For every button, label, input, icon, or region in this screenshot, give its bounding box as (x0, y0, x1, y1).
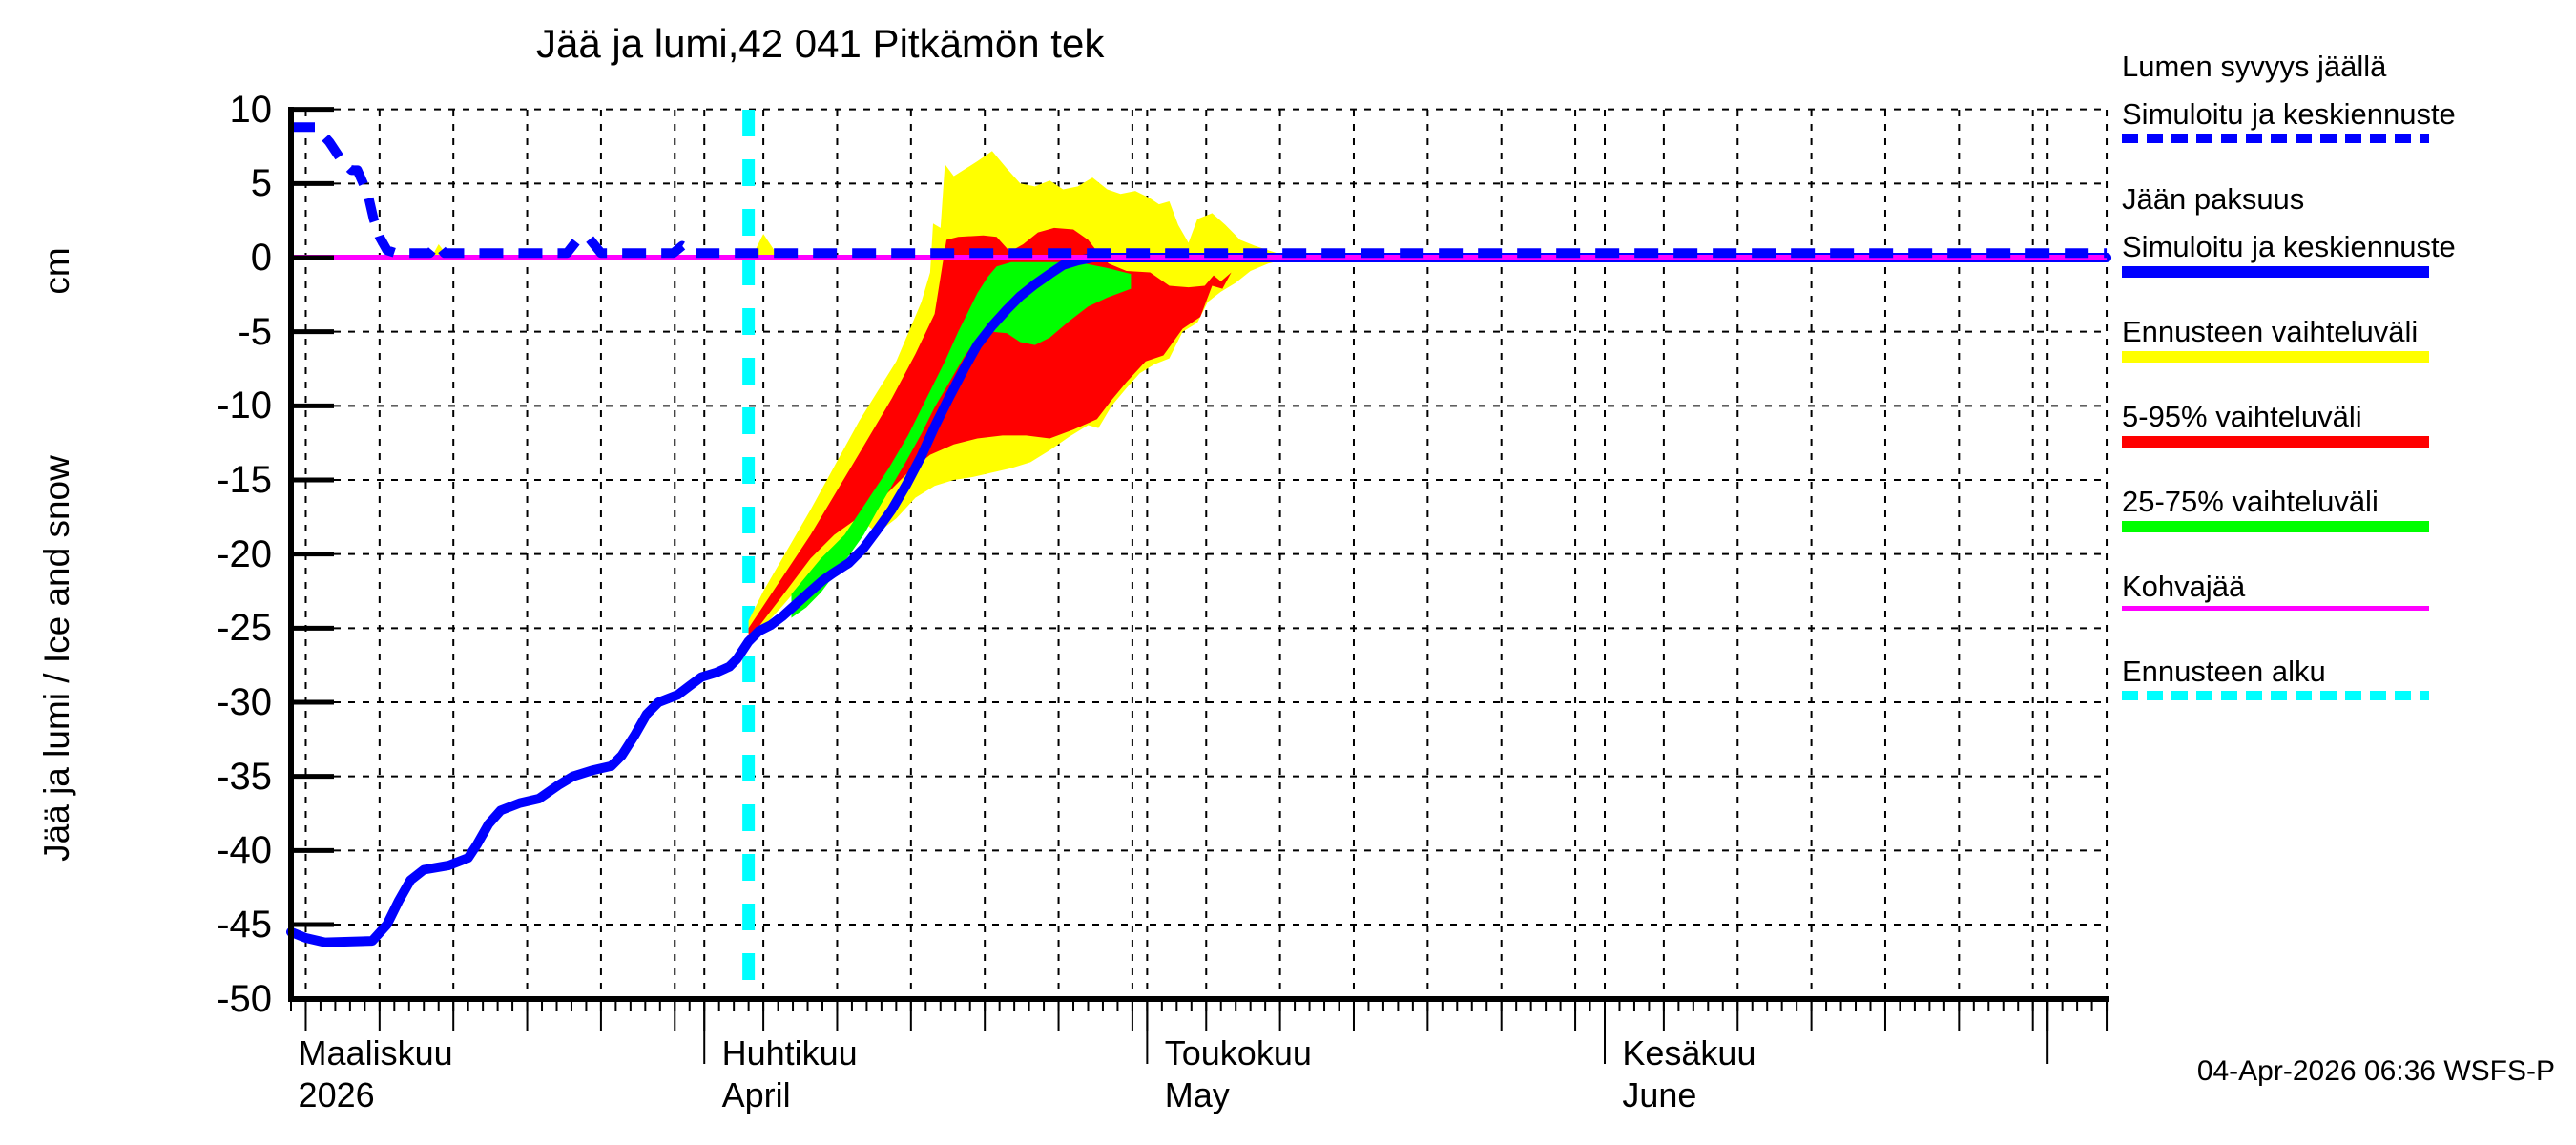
y-axis-label: Jää ja lumi / Ice and snow (37, 455, 76, 862)
y-tick-label: 0 (250, 237, 272, 279)
legend-label: Lumen syvyys jäällä (2122, 50, 2387, 83)
legend-swatch (2122, 266, 2429, 278)
y-tick-label: -30 (217, 680, 272, 723)
x-month-label: Huhtikuu April (722, 1032, 858, 1116)
month-name-en: 2026 (298, 1075, 375, 1114)
y-tick-label: -45 (217, 903, 272, 946)
legend-label: 5-95% vaihteluväli (2122, 400, 2362, 433)
timestamp-label: 04-Apr-2026 06:36 WSFS-P (2196, 1055, 2555, 1087)
legend-label: Ennusteen alku (2122, 655, 2326, 688)
legend-swatch (2122, 606, 2429, 611)
legend-swatch (2122, 351, 2429, 363)
y-tick-label: -40 (217, 829, 272, 872)
band-forecast-range-patch (751, 234, 792, 258)
y-tick-label: -50 (217, 977, 272, 1020)
month-name-fi: Huhtikuu (721, 1033, 858, 1072)
legend-swatch (2122, 691, 2429, 700)
y-tick-label: -10 (217, 385, 272, 427)
month-name-fi: Toukokuu (1164, 1033, 1312, 1072)
legend-label: 25-75% vaihteluväli (2122, 485, 2379, 518)
month-name-en: April (721, 1075, 791, 1114)
month-name-fi: Maaliskuu (298, 1033, 453, 1072)
legend-label: Jään paksuus (2122, 182, 2305, 216)
y-tick-label: -25 (217, 607, 272, 650)
band-range_5_95 (748, 227, 1232, 640)
month-name-en: May (1164, 1075, 1230, 1114)
legend-swatch (2122, 521, 2429, 532)
y-tick-label: 10 (229, 88, 273, 131)
y-tick-label: -15 (217, 458, 272, 501)
y-tick-label: -35 (217, 755, 272, 798)
y-axis-unit: cm (37, 247, 76, 294)
month-name-fi: Kesäkuu (1622, 1033, 1756, 1072)
x-month-label: Maaliskuu 2026 (299, 1032, 453, 1116)
month-name-en: June (1622, 1075, 1697, 1114)
ice-thickness-line (286, 253, 2112, 947)
page-title: Jää ja lumi,42 041 Pitkämön tek (536, 21, 1105, 66)
legend-label: Simuloitu ja keskiennuste (2122, 97, 2456, 131)
y-tick-label: -5 (238, 310, 272, 353)
snow-depth-line (291, 122, 2108, 259)
x-month-label: Kesäkuu June (1622, 1032, 1755, 1116)
legend-swatch (2122, 134, 2429, 143)
legend-label: Simuloitu ja keskiennuste (2122, 230, 2456, 263)
legend-label: Kohvajää (2122, 570, 2246, 603)
x-month-label: Toukokuu May (1165, 1032, 1312, 1116)
y-tick-label: 5 (250, 162, 272, 205)
legend-label: Ennusteen vaihteluväli (2122, 315, 2419, 348)
legend-swatch (2122, 436, 2429, 448)
y-tick-label: -20 (217, 532, 272, 575)
